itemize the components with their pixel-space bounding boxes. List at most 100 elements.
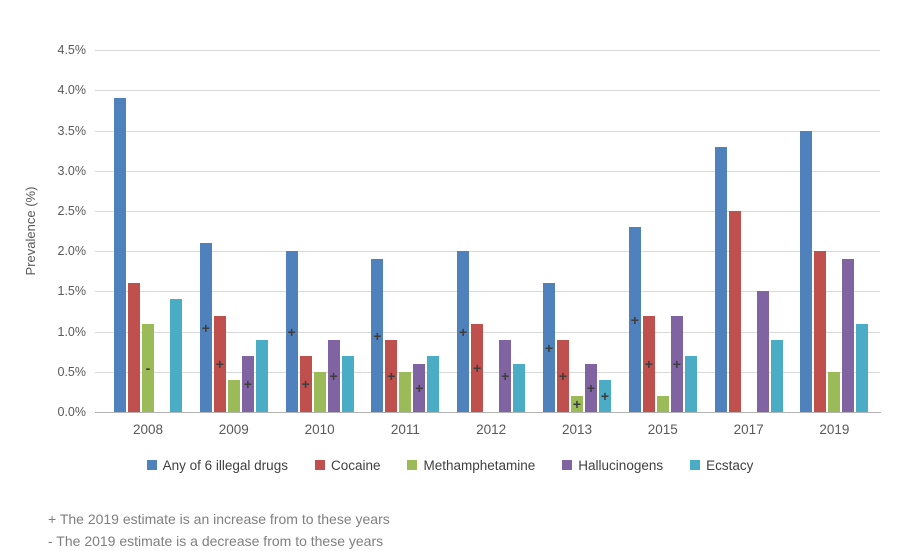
bar-hallucinogens-2013 [585,363,597,412]
bar-any-of-6-illegal-drugs-2012 [457,251,470,412]
footnote-increase: + The 2019 estimate is an increase from … [48,511,390,527]
bar-cocaine-2017 [728,211,741,412]
chart-legend: Any of 6 illegal drugs Cocaine Methampheta… [0,455,900,475]
bar-hallucinogens-2019 [842,259,855,412]
marker-plus: + [644,355,653,372]
marker-plus: + [301,375,310,392]
gridline [95,331,880,333]
x-axis-line [95,412,881,413]
legend-swatch-icon [562,460,573,470]
legend-label: Cocaine [330,457,381,473]
legend-item-cocaine: Cocaine [314,457,381,473]
y-axis-tick-label: 1.5% [57,284,87,299]
gridline [95,170,880,172]
bar-cocaine-2008 [128,283,140,412]
bar-cocaine-2010 [299,355,312,412]
marker-plus: + [473,359,482,376]
gridline [95,50,880,52]
legend-label: Any of 6 illegal drugs [162,457,288,473]
marker-plus: + [201,319,210,336]
bar-ecstacy-2010 [341,355,354,412]
bar-any-of-6-illegal-drugs-2013 [543,283,555,412]
bar-methamphetamine-2011 [399,371,412,412]
bar-ecstacy-2011 [427,355,440,412]
marker-plus: + [215,355,224,372]
bar-any-of-6-illegal-drugs-2010 [285,251,298,412]
y-axis-tick-label: 0.0% [57,405,87,419]
gridline [95,291,880,293]
x-axis-tick-label: 2009 [218,422,249,437]
bar-any-of-6-illegal-drugs-2011 [371,259,384,412]
bar-methamphetamine-2015 [656,395,669,412]
marker-plus: + [387,367,396,384]
marker-plus: + [287,323,296,340]
bar-any-of-6-illegal-drugs-2015 [628,227,641,412]
bar-cocaine-2019 [814,251,827,412]
legend-item-any-of-6-illegal-drugs: Any of 6 illegal drugs [146,457,288,473]
bar-cocaine-2013 [557,339,569,412]
bar-ecstacy-2009 [255,339,268,412]
x-axis-tick-label: 2010 [304,422,335,437]
x-axis-tick-label: 2015 [647,422,678,437]
y-axis-tick-label: 2.5% [57,204,87,218]
y-axis-tick-label: 4.5% [57,43,87,58]
gridline [95,251,880,253]
footnote-decrease: - The 2019 estimate is a decrease from t… [48,533,384,549]
gridline [95,90,880,92]
legend-item-methamphetamine: Methamphetamine [407,458,535,473]
legend-label: Hallucinogens [578,457,664,473]
marker-plus: + [243,375,252,392]
bar-methamphetamine-2019 [828,371,841,412]
marker-plus: + [373,327,382,344]
legend-label: Ecstacy [706,457,754,473]
legend-item-ecstacy: Ecstacy [690,458,753,473]
bar-hallucinogens-2012 [499,339,512,412]
marker-minus: - [145,359,151,376]
marker-plus: + [558,367,568,384]
bar-ecstacy-2017 [770,339,783,412]
bar-ecstacy-2008 [170,299,182,412]
y-axis-tick-label: 3.0% [57,163,87,178]
bar-cocaine-2012 [471,323,484,412]
x-axis-tick-label: 2017 [733,422,764,437]
y-axis-tick-label: 1.0% [57,324,87,339]
marker-plus: + [501,367,510,384]
y-axis-tick-label: 0.5% [57,364,87,379]
x-axis-tick-label: 2012 [476,422,507,437]
bar-ecstacy-2019 [856,323,869,412]
legend-swatch-icon [690,460,701,470]
bar-hallucinogens-2009 [241,355,254,412]
chart-footnotes: + The 2019 estimate is an increase from … [48,508,390,551]
bar-hallucinogens-2015 [670,315,683,412]
y-axis-tick-label: 2.0% [57,244,87,259]
bar-methamphetamine-2010 [313,371,326,412]
bar-ecstacy-2013 [599,379,611,412]
bar-any-of-6-illegal-drugs-2009 [199,243,212,412]
y-axis-tick-label: 3.5% [57,123,87,138]
legend-swatch-icon [407,460,418,470]
gridline [95,130,880,132]
marker-plus: + [459,323,468,340]
marker-plus: + [544,339,554,356]
bar-hallucinogens-2017 [756,291,769,412]
bar-methamphetamine-2008 [142,323,154,412]
x-axis-tick-label: 2011 [390,422,420,437]
x-axis-tick-label: 2013 [561,422,593,437]
bar-hallucinogens-2010 [327,339,340,412]
marker-plus: + [672,355,681,372]
bar-methamphetamine-2009 [227,379,240,412]
bar-ecstacy-2015 [684,355,697,412]
marker-plus: + [630,311,639,328]
bar-hallucinogens-2011 [413,363,426,412]
bar-any-of-6-illegal-drugs-2019 [800,130,813,412]
bar-cocaine-2011 [385,339,398,412]
gridline [95,371,880,373]
marker-plus: + [329,367,338,384]
marker-plus: + [600,387,610,404]
bar-cocaine-2015 [642,315,655,412]
bar-cocaine-2009 [213,315,226,412]
bar-any-of-6-illegal-drugs-2008 [114,98,126,412]
legend-item-hallucinogens: Hallucinogens [562,458,663,473]
gridline [95,211,880,212]
